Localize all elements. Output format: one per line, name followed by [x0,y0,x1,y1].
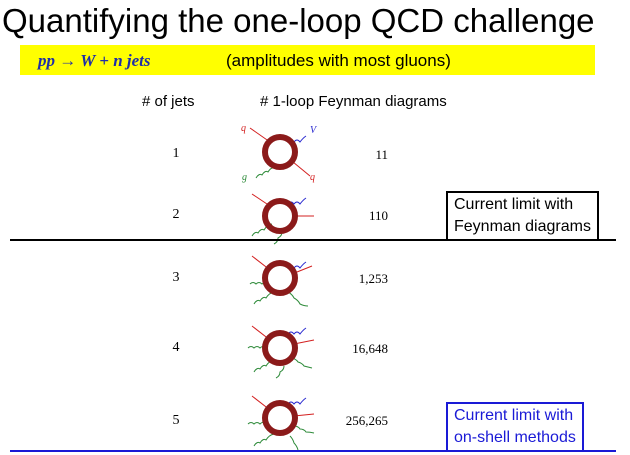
feynman-limit-line [10,239,616,241]
onshell-limit-box: Current limit with on-shell methods [446,402,584,452]
diagram-count: 11 [375,147,388,162]
one-loop-diagram-2 [251,193,314,245]
onshell-limit-line [10,450,616,452]
one-loop-diagram-1: q V q g [241,123,318,183]
diagrams-column-header: # 1-loop Feynman diagrams [260,93,447,110]
process-banner [20,45,595,75]
jets-value: 5 [172,413,180,428]
jets-value: 3 [172,270,180,285]
process-prefix: pp [38,51,55,70]
jets-column-header: # of jets [142,93,195,110]
quark-label: q [310,172,315,183]
one-loop-diagram-4 [247,325,315,379]
diagram-count: 1,253 [358,271,388,286]
process-label: pp → W + n jets [38,51,151,71]
arrow-icon: → [59,51,77,70]
gluon-label: g [242,172,247,183]
diagram-count: 110 [368,208,388,223]
feynman-limit-line2: Feynman diagrams [454,218,591,235]
onshell-limit-line2: on-shell methods [454,429,576,446]
process-suffix: W + n jets [80,51,151,70]
feynman-limit-line1: Current limit with [454,196,574,213]
jets-value: 4 [172,340,180,355]
banner-note: (amplitudes with most gluons) [226,51,451,70]
feynman-limit-box: Current limit with Feynman diagrams [446,191,599,241]
one-loop-diagram-3 [249,255,313,307]
quark-label: q [241,123,246,134]
jets-value: 1 [172,146,180,161]
diagram-count: 256,265 [345,413,388,428]
jets-value: 2 [172,207,180,222]
diagram-count: 16,648 [352,341,388,356]
one-loop-diagram-5 [247,395,315,451]
slide-title: Quantifying the one-loop QCD challenge [2,2,595,39]
onshell-limit-line1: Current limit with [454,407,574,424]
vector-label: V [310,125,318,136]
